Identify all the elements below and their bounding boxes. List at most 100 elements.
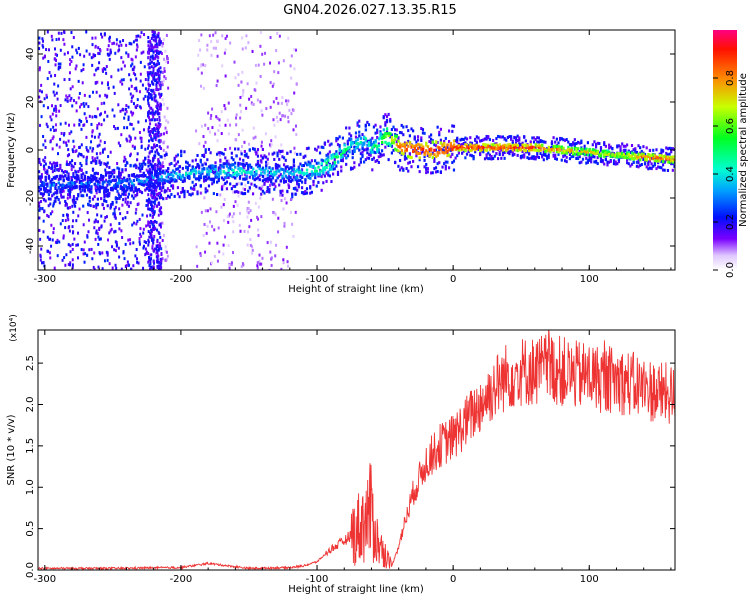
heatmap-cell (271, 175, 274, 179)
heatmap-cell (366, 147, 369, 151)
heatmap-cell (554, 155, 557, 159)
heatmap-cell (294, 169, 297, 173)
heatmap-cell (376, 131, 379, 135)
heatmap-speckle (72, 165, 75, 169)
heatmap-cell (495, 152, 498, 156)
heatmap-cell (322, 171, 325, 175)
heatmap-cell (510, 135, 513, 139)
heatmap-speckle (266, 241, 269, 245)
heatmap-speckle (148, 104, 151, 108)
heatmap-cell (124, 168, 127, 172)
heatmap-cell (470, 148, 474, 152)
heatmap-speckle (158, 107, 161, 111)
heatmap-speckle (224, 37, 227, 41)
heatmap-speckle (70, 30, 73, 34)
heatmap-cell (479, 139, 482, 143)
heatmap-cell (330, 142, 333, 146)
heatmap-cell (570, 142, 573, 146)
heatmap-cell (577, 152, 580, 156)
heatmap-cell (423, 153, 426, 157)
heatmap-cell (640, 152, 644, 156)
heatmap-cell (149, 168, 152, 172)
heatmap-cell (106, 204, 109, 208)
heatmap-cell (193, 173, 196, 177)
heatmap-speckle (106, 238, 109, 242)
heatmap-cell (532, 146, 536, 150)
heatmap-speckle (149, 253, 152, 257)
heatmap-speckle (137, 120, 140, 124)
heatmap-cell (44, 178, 47, 182)
heatmap-cell (163, 179, 167, 183)
heatmap-cell (570, 155, 573, 159)
heatmap-speckle (239, 116, 242, 120)
heatmap-cell (322, 181, 325, 185)
heatmap-speckle (82, 67, 85, 71)
heatmap-cell (580, 151, 583, 155)
heatmap-speckle (77, 46, 80, 50)
heatmap-cell (305, 168, 309, 172)
heatmap-speckle (154, 247, 157, 251)
heatmap-cell (604, 149, 608, 153)
heatmap-speckle (149, 92, 152, 96)
heatmap-cell (248, 148, 251, 152)
heatmap-speckle (222, 243, 225, 247)
heatmap-cell (38, 176, 41, 180)
heatmap-cell (98, 181, 101, 185)
heatmap-cell (585, 156, 588, 160)
heatmap-speckle (133, 87, 136, 91)
heatmap-cell (413, 135, 416, 139)
heatmap-speckle (142, 244, 145, 248)
heatmap-speckle (142, 97, 145, 101)
heatmap-cell (524, 143, 528, 147)
heatmap-cell (245, 162, 248, 166)
heatmap-cell (490, 157, 493, 161)
heatmap-speckle (153, 143, 156, 147)
heatmap-cell (263, 154, 266, 158)
heatmap-speckle (224, 123, 227, 127)
heatmap-cell (42, 187, 46, 191)
heatmap-speckle (149, 106, 152, 110)
heatmap-speckle (62, 175, 65, 179)
heatmap-speckle (152, 241, 155, 245)
heatmap-cell (639, 151, 642, 155)
heatmap-cell (528, 157, 531, 161)
colorbar-tick-label: 0.0 (725, 262, 736, 278)
heatmap-cell (653, 159, 657, 163)
heatmap-speckle (202, 86, 205, 90)
heatmap-speckle (158, 241, 161, 245)
heatmap-cell (140, 182, 144, 186)
heatmap-speckle (260, 268, 263, 270)
heatmap-cell (452, 139, 456, 143)
heatmap-speckle (132, 241, 135, 245)
heatmap-cell (433, 159, 436, 163)
heatmap-speckle (117, 103, 120, 107)
snr-y-tick-label: 0.0 (25, 562, 36, 578)
heatmap-cell (283, 177, 286, 181)
heatmap-speckle (146, 71, 149, 75)
heatmap-cell (124, 184, 127, 188)
heatmap-speckle (106, 94, 109, 98)
heatmap-cell (508, 152, 511, 156)
heatmap-speckle (128, 177, 131, 181)
heatmap-cell (451, 161, 454, 165)
heatmap-speckle (135, 77, 138, 81)
heatmap-speckle (64, 263, 67, 267)
heatmap-cell (609, 145, 612, 149)
heatmap-cell (202, 153, 206, 157)
heatmap-speckle (55, 91, 58, 95)
heatmap-speckle (224, 107, 227, 111)
heatmap-cell (340, 153, 343, 157)
heatmap-speckle (79, 53, 82, 57)
heatmap-speckle (68, 58, 71, 62)
heatmap-speckle (269, 81, 272, 85)
heatmap-speckle (87, 105, 90, 109)
heatmap-cell (191, 192, 194, 196)
heatmap-speckle (108, 39, 111, 43)
heatmap-cell (603, 162, 606, 166)
heatmap-cell (315, 169, 319, 173)
heatmap-cell (568, 149, 572, 153)
heatmap-speckle (118, 227, 121, 231)
heatmap-cell (371, 142, 374, 146)
heatmap-cell (606, 163, 609, 167)
heatmap-speckle (69, 244, 72, 248)
